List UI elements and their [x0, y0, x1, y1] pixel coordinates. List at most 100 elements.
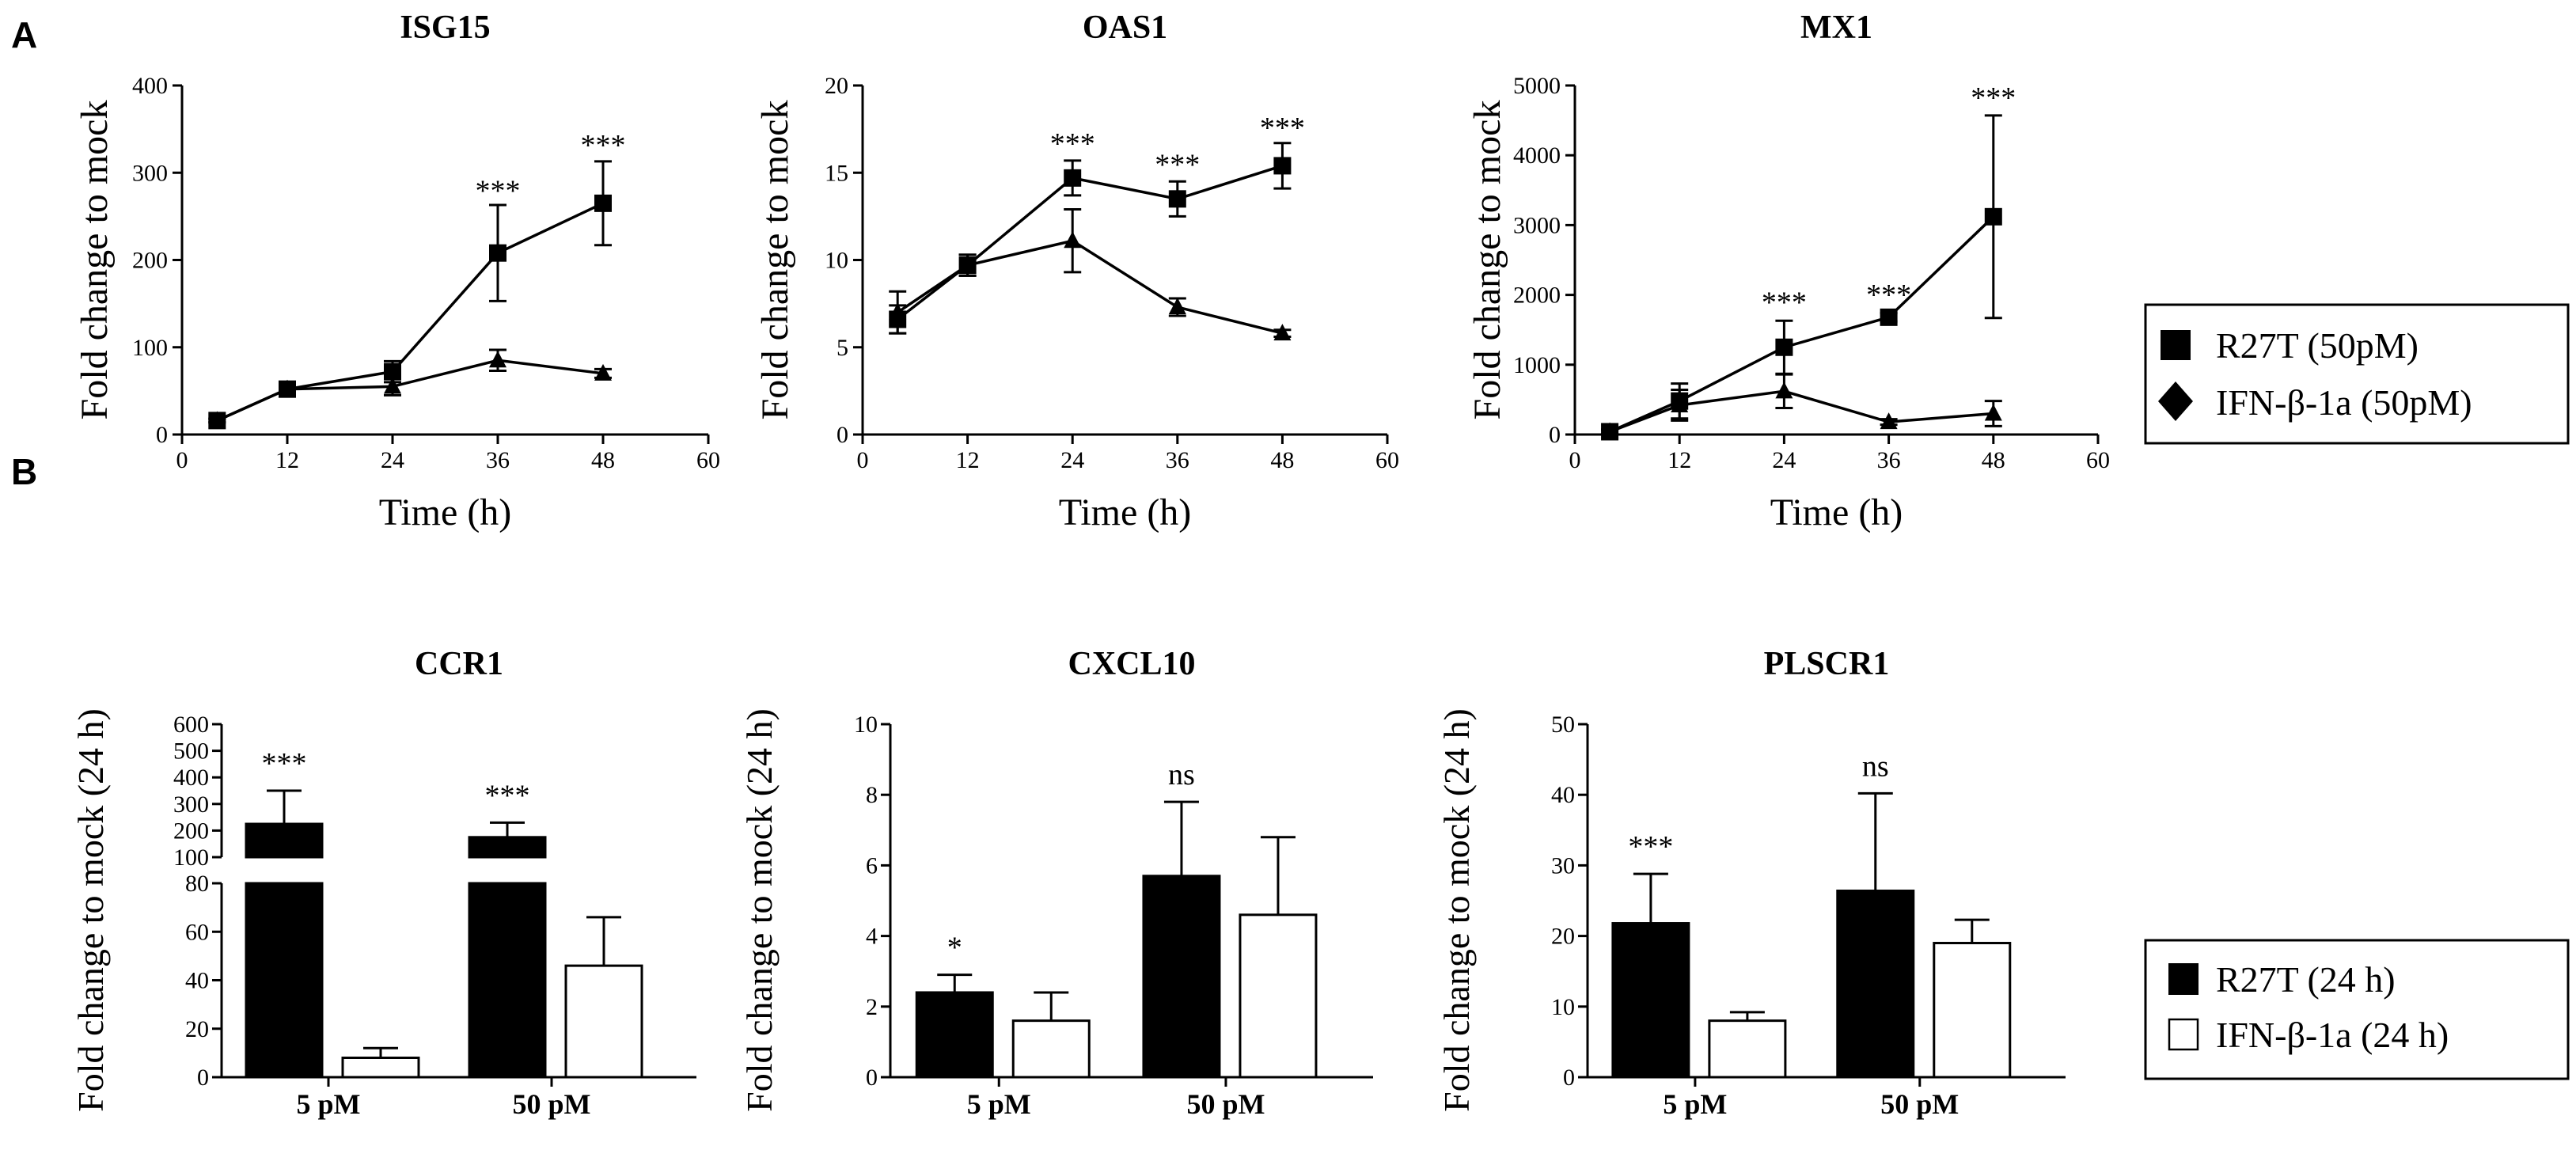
y-tick-label-oas1-10: 10	[825, 248, 848, 274]
chart-title-ccr1: CCR1	[415, 646, 503, 682]
panel-label-b: B	[11, 451, 37, 492]
significance-label-isg15-0: ***	[476, 175, 521, 208]
x-axis-label-isg15: Time (h)	[379, 492, 512, 533]
x-tick-label-oas1-36: 36	[1166, 447, 1189, 473]
chart-mx1: MX1 0 1000 2000 3000 4000 5000 0 12 24 36 48 60 Time …	[1466, 9, 2110, 533]
bar-plscr1-ifn-1a-24-h-5-pm	[1708, 1019, 1787, 1079]
bar-plscr1-r27t-24-h-5-pm	[1611, 922, 1690, 1079]
y-tick-label-cxcl10-2: 2	[866, 994, 878, 1020]
y-tick-label-plscr1-50: 50	[1551, 712, 1575, 738]
legend-b-black-swatch	[2168, 963, 2199, 995]
y-axis-label-cxcl10: Fold change to mock (24 h)	[739, 708, 780, 1112]
y-tick-label-ccr1-40: 40	[185, 968, 209, 994]
y-tick-label-ccr1-500: 500	[173, 738, 209, 765]
chart-title-cxcl10: CXCL10	[1068, 646, 1195, 682]
significance-label-oas1-1: ***	[1155, 148, 1200, 181]
data-point-mx1-r27t-50pm-36	[1880, 308, 1898, 326]
significance-label-cxcl10-1: ns	[1168, 758, 1195, 791]
y-tick-label-ccr1-100: 100	[173, 844, 209, 871]
significance-label-oas1-2: ***	[1260, 112, 1305, 145]
data-point-mx1-ifn-1a-50pm-36	[1880, 412, 1898, 430]
bar-ccr1-r27t-24-h-5-pm-upper	[245, 822, 324, 859]
x-tick-label-mx1-36: 36	[1877, 447, 1901, 473]
x-tick-label-isg15-36: 36	[486, 447, 510, 473]
y-tick-label-mx1-4000: 4000	[1513, 142, 1561, 169]
bar-plscr1-r27t-24-h-50-pm	[1836, 890, 1915, 1079]
y-axis-label-mx1: Fold change to mock	[1466, 101, 1508, 420]
data-point-isg15-ifn-1a-50pm-48	[594, 363, 612, 381]
x-tick-label-isg15-12: 12	[275, 447, 299, 473]
data-point-oas1-ifn-1a-50pm-12	[958, 256, 977, 273]
data-point-isg15-r27t-50pm-24	[384, 362, 401, 381]
chart-title-isg15: ISG15	[400, 9, 490, 46]
x-tick-label-mx1-24: 24	[1772, 447, 1796, 473]
chart-cxcl10: CXCL10 0 2 4 6 8 10 Fold change to mock (24 h) 5…	[739, 646, 1373, 1120]
significance-label-cxcl10-0: *	[947, 932, 962, 965]
x-tick-label-mx1-60: 60	[2086, 447, 2110, 473]
y-tick-label-oas1-5: 5	[837, 335, 848, 361]
series-line-oas1-r27t-50pm	[897, 164, 1283, 321]
y-axis-label-ccr1: Fold change to mock (24 h)	[70, 708, 111, 1112]
legend-a-frame	[2144, 303, 2570, 445]
legend-b-white-swatch	[2168, 1018, 2199, 1051]
y-tick-label-plscr1-20: 20	[1551, 924, 1575, 950]
bar-ccr1-ifn-1a-24-h-50-pm	[564, 964, 643, 1079]
x-tick-label-mx1-0: 0	[1569, 447, 1581, 473]
data-point-oas1-ifn-1a-50pm-24	[1064, 231, 1082, 249]
y-tick-label-cxcl10-0: 0	[866, 1065, 878, 1091]
significance-label-mx1-0: ***	[1762, 287, 1807, 320]
significance-label-plscr1-0: ***	[1628, 830, 1673, 863]
legend-b: R27T (24 h) IFN-β-1a (24 h)	[2144, 939, 2570, 1080]
x-tick-label-mx1-12: 12	[1667, 447, 1691, 473]
significance-label-isg15-1: ***	[581, 129, 626, 162]
y-tick-label-plscr1-10: 10	[1551, 994, 1575, 1020]
chart-plscr1: PLSCR1 0 10 20 30 40 50 Fold change to mock (24…	[1436, 646, 2066, 1120]
x-tick-label-oas1-60: 60	[1375, 447, 1399, 473]
y-tick-label-oas1-15: 15	[825, 160, 848, 186]
series-line-mx1-ifn-1a-50pm	[1609, 389, 1994, 434]
significance-label-ccr1-1: ***	[485, 779, 530, 812]
chart-title-mx1: MX1	[1800, 9, 1872, 46]
bar-ccr1-r27t-24-h-5-pm-lower	[245, 882, 324, 1079]
bar-cxcl10-r27t-24-h-50-pm	[1142, 875, 1221, 1079]
legend-a-diamond-marker	[2158, 381, 2193, 421]
x-tick-label-mx1-48: 48	[1982, 447, 2005, 473]
y-axis-label-plscr1: Fold change to mock (24 h)	[1436, 708, 1477, 1112]
data-point-isg15-ifn-1a-50pm-36	[489, 351, 506, 368]
series-line-isg15-ifn-1a-50pm	[216, 359, 604, 422]
data-point-oas1-r27t-50pm-48	[1273, 157, 1292, 175]
y-tick-label-oas1-0: 0	[837, 422, 848, 448]
x-tick-label-ccr1-5-pm: 5 pM	[297, 1088, 361, 1120]
chart-title-oas1: OAS1	[1083, 9, 1167, 46]
x-tick-label-isg15-48: 48	[591, 447, 615, 473]
legend-a-label-ifn: IFN-β-1a (50pM)	[2216, 382, 2472, 423]
data-point-isg15-r27t-50pm-48	[594, 194, 612, 212]
x-tick-label-isg15-60: 60	[696, 447, 720, 473]
y-tick-label-isg15-100: 100	[132, 335, 168, 361]
chart-title-plscr1: PLSCR1	[1764, 646, 1890, 682]
data-point-oas1-ifn-1a-50pm-36	[1168, 298, 1186, 315]
significance-label-ccr1-0: ***	[262, 747, 307, 780]
y-tick-label-plscr1-0: 0	[1563, 1065, 1575, 1091]
x-tick-label-cxcl10-50-pm: 50 pM	[1186, 1088, 1265, 1120]
y-tick-label-mx1-0: 0	[1549, 422, 1561, 448]
x-tick-label-plscr1-5-pm: 5 pM	[1663, 1088, 1727, 1120]
series-line-isg15-r27t-50pm	[216, 202, 604, 422]
data-point-oas1-r27t-50pm-36	[1168, 190, 1186, 208]
bar-plscr1-ifn-1a-24-h-50-pm	[1933, 942, 2012, 1079]
legend-b-label-r27t: R27T (24 h)	[2216, 959, 2396, 1000]
y-tick-label-ccr1-200: 200	[173, 818, 209, 844]
y-tick-label-plscr1-40: 40	[1551, 782, 1575, 808]
legend-b-frame	[2144, 939, 2570, 1080]
series-line-mx1-r27t-50pm	[1609, 215, 1995, 434]
legend-a-square-marker	[2161, 330, 2191, 360]
bar-ccr1-r27t-24-h-50-pm-lower	[468, 882, 547, 1079]
y-tick-label-ccr1-60: 60	[185, 919, 209, 945]
data-point-mx1-r27t-50pm-48	[1984, 207, 2002, 226]
chart-isg15: ISG15 0 100 200 300 400 0 12 24 36 48 60 Time (h) Fol…	[74, 9, 720, 533]
significance-label-mx1-2: ***	[1971, 82, 2016, 115]
y-tick-label-plscr1-30: 30	[1551, 852, 1575, 879]
y-tick-label-isg15-300: 300	[132, 160, 168, 186]
